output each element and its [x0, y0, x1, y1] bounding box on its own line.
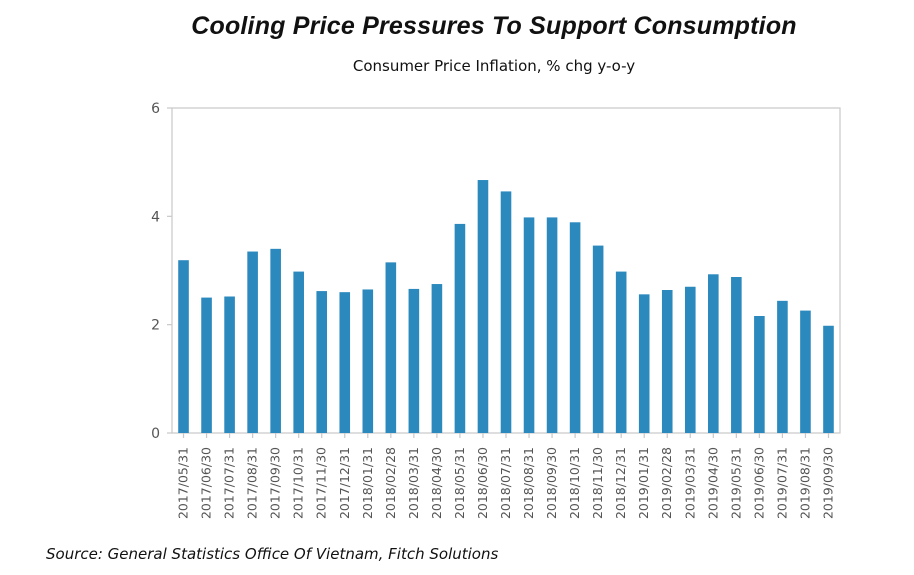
- bar: [362, 289, 374, 433]
- x-tick-label: 2018/08/31: [521, 447, 536, 519]
- x-tick-label: 2019/05/31: [728, 447, 743, 519]
- x-tick-label: 2017/06/30: [199, 447, 214, 519]
- x-tick-label: 2018/04/30: [429, 447, 444, 519]
- bar: [477, 180, 489, 433]
- bar: [546, 217, 558, 433]
- y-tick-label: 0: [151, 426, 160, 442]
- bar: [754, 316, 765, 433]
- x-tick-label: 2017/08/31: [245, 447, 260, 519]
- chart-subtitle: Consumer Price Inflation, % chg y-o-y: [352, 57, 636, 75]
- x-tick-label: 2017/07/31: [222, 447, 237, 519]
- bar: [777, 300, 788, 433]
- bar: [385, 262, 397, 433]
- bar: [431, 284, 443, 433]
- bar: [224, 296, 235, 433]
- x-tick-label: 2019/08/31: [797, 447, 812, 519]
- y-tick-label: 2: [151, 318, 160, 334]
- x-tick-label: 2018/11/30: [590, 447, 605, 519]
- bar: [178, 260, 189, 433]
- x-tick-label: 2019/09/30: [820, 447, 835, 519]
- bar: [523, 217, 535, 433]
- source-note: Source: General Statistics Office Of Vie…: [46, 545, 499, 563]
- x-tick-label: 2018/09/30: [544, 447, 559, 519]
- x-tick-label: 2019/06/30: [751, 447, 766, 519]
- x-tick-label: 2018/06/30: [475, 447, 490, 519]
- x-tick-label: 2019/04/30: [705, 447, 720, 519]
- x-tick-label: 2017/10/31: [291, 447, 306, 519]
- x-axis-ticks: 2017/05/31 2017/06/30 2017/07/31 2017/08/31…: [176, 433, 835, 519]
- bar: [500, 191, 512, 433]
- bar: [201, 297, 212, 433]
- x-tick-label: 2019/03/31: [682, 447, 697, 519]
- x-tick-label: 2019/02/28: [659, 447, 674, 519]
- y-tick-label: 6: [151, 101, 160, 117]
- y-axis-ticks: 0 2 4 6: [151, 101, 172, 442]
- x-tick-label: 2018/10/31: [567, 447, 582, 519]
- bar: [661, 290, 673, 433]
- bar: [270, 248, 281, 433]
- bar: [731, 277, 742, 433]
- x-tick-label: 2018/02/28: [383, 447, 398, 519]
- bar: [800, 310, 811, 433]
- bar: [684, 286, 696, 433]
- bar: [247, 251, 258, 433]
- bar: [823, 325, 834, 433]
- x-tick-label: 2018/05/31: [452, 447, 467, 519]
- bar: [408, 288, 420, 433]
- bar: [615, 271, 627, 433]
- x-tick-label: 2017/05/31: [176, 447, 191, 519]
- x-tick-label: 2017/12/31: [337, 447, 352, 519]
- x-tick-label: 2017/11/30: [314, 447, 329, 519]
- x-tick-label: 2018/03/31: [406, 447, 421, 519]
- bar: [708, 274, 719, 433]
- x-tick-label: 2018/01/31: [360, 447, 375, 519]
- bar: [454, 223, 466, 433]
- x-tick-label: 2017/09/30: [268, 447, 283, 519]
- bar: [339, 292, 351, 433]
- x-tick-label: 2018/12/31: [613, 447, 628, 519]
- bar: [592, 245, 604, 433]
- bar: [293, 271, 304, 433]
- x-tick-label: 2019/07/31: [774, 447, 789, 519]
- chart-title: Cooling Price Pressures To Support Consu…: [191, 12, 797, 40]
- x-tick-label: 2018/07/31: [498, 447, 513, 519]
- bar: [316, 291, 328, 433]
- bar: [569, 222, 581, 433]
- bar: [638, 294, 650, 433]
- x-tick-label: 2019/01/31: [636, 447, 651, 519]
- y-tick-label: 4: [151, 209, 160, 225]
- chart-bars: [178, 180, 834, 433]
